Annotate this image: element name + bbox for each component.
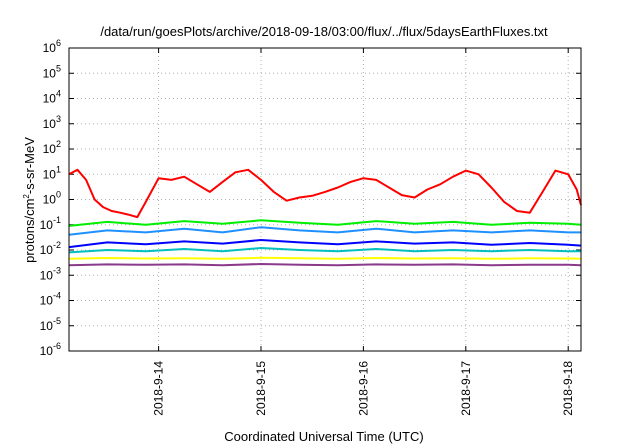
x-tick-label: 2018-9-14 — [152, 361, 166, 416]
x-tick-labels: 2018-9-14 2018-9-15 2018-9-16 2018-9-17 2018… — [152, 361, 576, 416]
y-tick-label: 102 — [43, 139, 61, 156]
y-tick-label: 10-2 — [40, 240, 61, 257]
x-axis-label: Coordinated Universal Time (UTC) — [224, 429, 423, 444]
series-line-4 — [68, 239, 582, 249]
y-tick-labels: 10-6 10-5 10-4 10-3 10-2 10-1 100 101 102 103 104 1… — [40, 38, 61, 358]
series-line-2 — [68, 219, 582, 227]
grid — [69, 47, 581, 352]
series-line-3 — [68, 226, 581, 236]
series-line-1 — [68, 168, 582, 219]
x-tick-label: 2018-9-17 — [459, 361, 473, 416]
y-axis-label-sup: 2 — [22, 194, 31, 199]
y-tick-label: 10-6 — [40, 341, 61, 358]
series-line-5 — [68, 247, 581, 254]
x-tick-label: 2018-9-18 — [561, 361, 575, 416]
y-axis-label: protons/cm2-s-sr-MeV — [22, 137, 37, 263]
y-tick-label: 101 — [43, 164, 61, 181]
y-tick-label: 10-4 — [40, 291, 61, 308]
y-tick-label: 10-1 — [40, 215, 61, 232]
y-tick-label: 105 — [43, 63, 61, 80]
x-tick-label: 2018-9-15 — [254, 361, 268, 416]
chart-title: /data/run/goesPlots/archive/2018-09-18/0… — [100, 24, 548, 39]
series-line-6 — [68, 256, 582, 260]
y-axis-label-prefix: protons/cm — [22, 199, 37, 263]
y-tick-label: 100 — [43, 190, 61, 207]
series-lines — [68, 168, 582, 267]
y-tick-label: 103 — [43, 114, 61, 131]
y-axis-label-suffix: -s-sr-MeV — [22, 137, 37, 194]
y-tick-label: 106 — [43, 38, 61, 55]
series-line-7 — [68, 263, 582, 267]
y-tick-label: 10-3 — [40, 265, 61, 282]
plot-frame — [68, 47, 582, 352]
y-tick-label: 10-5 — [40, 316, 61, 333]
x-tick-label: 2018-9-16 — [356, 361, 370, 416]
y-tick-label: 104 — [43, 89, 61, 106]
